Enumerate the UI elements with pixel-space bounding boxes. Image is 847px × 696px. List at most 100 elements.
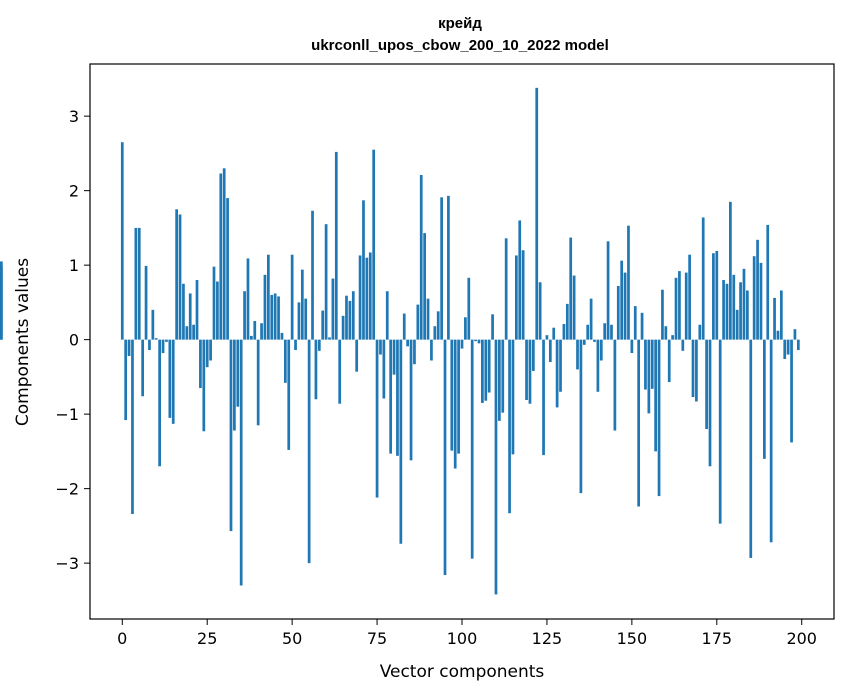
bar-129 xyxy=(559,339,562,392)
bar-48 xyxy=(283,339,287,383)
bar-135 xyxy=(579,339,583,494)
bar-149 xyxy=(627,225,630,340)
bar-188 xyxy=(759,262,763,340)
bar-134 xyxy=(576,339,579,370)
bar-59 xyxy=(321,310,325,340)
bar-193 xyxy=(776,330,780,340)
bar-5 xyxy=(137,227,141,340)
plot-frame xyxy=(89,63,835,620)
bar-177 xyxy=(722,280,725,340)
bar-120 xyxy=(528,339,532,404)
bar-71 xyxy=(362,200,365,340)
bar-31 xyxy=(226,198,229,340)
bar-117 xyxy=(518,220,522,340)
bar-125 xyxy=(545,335,549,340)
bar-142 xyxy=(603,323,607,340)
bar-62 xyxy=(331,278,335,340)
bar-67 xyxy=(348,300,352,340)
bar-136 xyxy=(582,339,586,345)
bar-150 xyxy=(630,339,634,354)
bar-86 xyxy=(413,339,416,365)
bar-28 xyxy=(216,281,219,340)
bar-82 xyxy=(399,339,403,544)
bar-130 xyxy=(562,323,566,340)
bar-27 xyxy=(212,266,216,340)
bar-156 xyxy=(650,339,654,389)
bar-44 xyxy=(270,294,274,340)
bar-73 xyxy=(368,252,372,340)
bar-37 xyxy=(246,258,250,340)
bar-6 xyxy=(141,339,145,397)
bar-160 xyxy=(664,326,668,340)
bar-112 xyxy=(501,339,505,413)
bar-45 xyxy=(273,293,277,340)
bar-17 xyxy=(178,214,182,340)
bar-192 xyxy=(773,297,776,340)
bar-89 xyxy=(423,233,426,340)
x-tick-label: 25 xyxy=(197,629,217,648)
x-tick-label: 0 xyxy=(117,629,127,648)
bar-16 xyxy=(175,209,178,340)
bar-20 xyxy=(188,293,192,340)
bar-168 xyxy=(691,339,695,397)
bar-185 xyxy=(749,339,753,558)
bar-43 xyxy=(267,254,270,340)
bar-70 xyxy=(358,255,362,340)
bar-95 xyxy=(443,339,447,576)
bar-115 xyxy=(511,339,515,455)
bar-undefined xyxy=(0,266,3,340)
bar-187 xyxy=(756,239,759,340)
y-tick-label: 0 xyxy=(69,331,79,350)
bar-184 xyxy=(746,290,749,340)
bar-139 xyxy=(593,339,596,342)
bar-170 xyxy=(698,324,702,340)
y-tick-label: 2 xyxy=(69,182,79,201)
bar-111 xyxy=(498,339,501,421)
y-tick-label: 1 xyxy=(69,256,79,275)
bar-181 xyxy=(735,309,739,340)
y-tick-label: −3 xyxy=(55,554,79,573)
bar-164 xyxy=(678,271,681,340)
bar-33 xyxy=(233,339,236,431)
bar-3 xyxy=(131,339,134,514)
bar-26 xyxy=(209,339,212,361)
bar-145 xyxy=(613,339,617,431)
bar-25 xyxy=(205,339,209,368)
bar-64 xyxy=(338,339,342,404)
bar-39 xyxy=(253,321,257,340)
bar-72 xyxy=(365,257,369,340)
bar-169 xyxy=(695,339,698,402)
bar-61 xyxy=(328,337,331,340)
bar-88 xyxy=(419,175,423,340)
bar-63 xyxy=(334,151,338,340)
bar-74 xyxy=(372,149,376,340)
bar-144 xyxy=(610,324,613,340)
bar-114 xyxy=(508,339,511,514)
bar-32 xyxy=(229,339,233,532)
bar-40 xyxy=(256,339,260,426)
x-axis-ticks: 0 25 50 75 100 125 150 175 200 xyxy=(117,619,817,648)
bar-107 xyxy=(484,339,488,401)
bar-106 xyxy=(481,339,484,403)
x-tick-label: 150 xyxy=(617,629,648,648)
bar-163 xyxy=(674,277,678,340)
bar-18 xyxy=(182,283,185,340)
bar-97 xyxy=(450,339,454,451)
bar-21 xyxy=(192,324,195,340)
bar-56 xyxy=(311,210,314,340)
bar-93 xyxy=(436,311,440,340)
bar-96 xyxy=(447,195,450,340)
bar-165 xyxy=(681,339,685,351)
bar-133 xyxy=(572,275,576,340)
bar-151 xyxy=(633,306,637,340)
bar-175 xyxy=(715,250,719,340)
bar-58 xyxy=(317,339,321,351)
bar-173 xyxy=(708,339,712,467)
y-axis-ticks: −3 −2 −1 0 1 2 3 xyxy=(55,107,90,573)
bar-24 xyxy=(202,339,206,432)
y-tick-label: 3 xyxy=(69,107,79,126)
bar-81 xyxy=(396,339,399,456)
bar-101 xyxy=(464,317,467,340)
bar-158 xyxy=(657,339,661,497)
bar-49 xyxy=(287,339,291,450)
